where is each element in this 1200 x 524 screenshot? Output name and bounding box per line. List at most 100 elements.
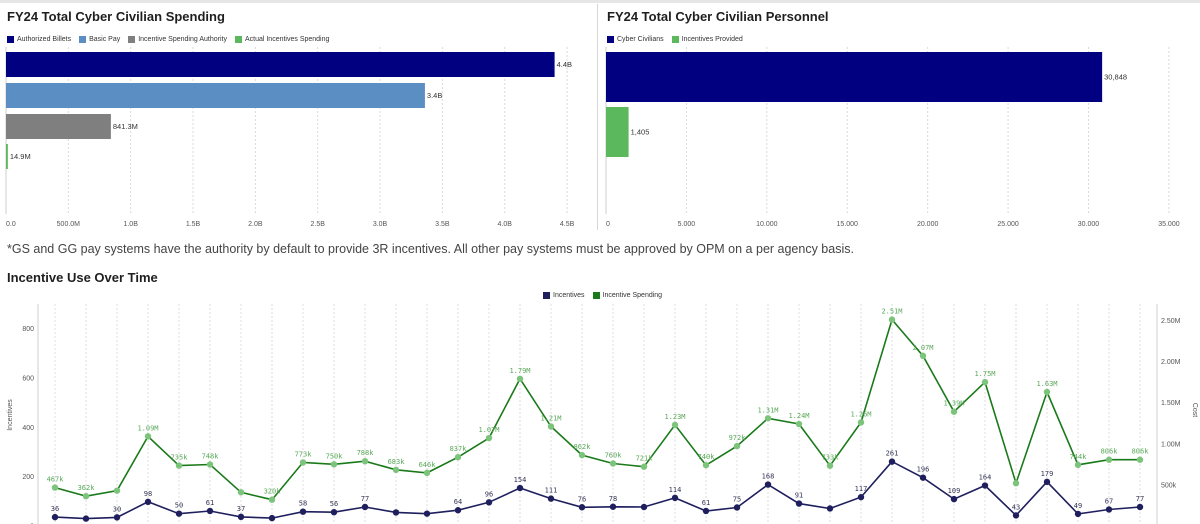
series-point-incentive-spending[interactable] bbox=[609, 460, 617, 467]
series-point-incentives[interactable] bbox=[1043, 478, 1051, 486]
personnel-legend-item-incentives-provided[interactable]: Incentives Provided bbox=[671, 36, 743, 43]
series-point-incentives[interactable] bbox=[237, 513, 245, 521]
series-point-incentive-spending[interactable] bbox=[1012, 480, 1020, 487]
spending-bar-actual-incentives-spending[interactable] bbox=[6, 144, 8, 169]
series-point-incentives[interactable] bbox=[795, 500, 803, 507]
series-point-incentives[interactable] bbox=[857, 493, 865, 501]
series-point-incentives[interactable] bbox=[454, 507, 462, 514]
series-point-incentives[interactable] bbox=[423, 510, 431, 517]
series-point-incentive-spending[interactable] bbox=[981, 378, 989, 386]
series-point-incentives[interactable] bbox=[485, 499, 493, 506]
personnel-bar-incentives-provided[interactable] bbox=[606, 107, 629, 157]
series-data-label-incentive-spending: 972k bbox=[729, 434, 747, 442]
series-point-incentives[interactable] bbox=[578, 504, 586, 511]
series-point-incentive-spending[interactable] bbox=[1074, 461, 1082, 469]
series-point-incentive-spending[interactable] bbox=[1043, 388, 1051, 396]
series-point-incentives[interactable] bbox=[919, 474, 927, 481]
series-point-incentive-spending[interactable] bbox=[392, 466, 400, 474]
cost-y-axis-title: Cost bbox=[1191, 403, 1198, 417]
series-point-incentives[interactable] bbox=[888, 458, 896, 465]
personnel-legend-item-cyber-civilians[interactable]: Cyber Civilians bbox=[607, 36, 664, 43]
series-data-label-incentive-spending: 683k bbox=[388, 458, 406, 466]
series-point-incentive-spending[interactable] bbox=[268, 496, 276, 503]
spending-bar-basic-pay[interactable] bbox=[6, 83, 425, 108]
series-point-incentives[interactable] bbox=[826, 505, 834, 512]
series-data-label-incentive-spending: 1.79M bbox=[509, 367, 530, 375]
incentive-legend-item-incentive-spending[interactable]: Incentive Spending bbox=[592, 292, 662, 299]
series-data-label-incentive-spending: 1.23M bbox=[664, 413, 685, 421]
series-point-incentive-spending[interactable] bbox=[51, 484, 59, 491]
series-point-incentive-spending[interactable] bbox=[919, 352, 927, 359]
series-point-incentives[interactable] bbox=[1105, 506, 1113, 513]
series-point-incentive-spending[interactable] bbox=[361, 458, 369, 465]
spending-legend-item-incentive-spending-authority[interactable]: Incentive Spending Authority bbox=[128, 36, 227, 43]
series-point-incentive-spending[interactable] bbox=[330, 461, 338, 468]
series-point-incentive-spending[interactable] bbox=[144, 433, 152, 440]
personnel-bar-value-label: 1,405 bbox=[631, 128, 650, 137]
personnel-legend-swatch bbox=[607, 36, 614, 43]
spending-bar-authorized-billets[interactable] bbox=[6, 52, 555, 77]
series-point-incentive-spending[interactable] bbox=[702, 461, 710, 469]
series-point-incentive-spending[interactable] bbox=[485, 434, 493, 442]
series-point-incentive-spending[interactable] bbox=[950, 408, 958, 415]
personnel-bar-cyber-civilians[interactable] bbox=[606, 52, 1103, 102]
series-point-incentives[interactable] bbox=[51, 513, 59, 521]
series-point-incentives[interactable] bbox=[981, 482, 989, 489]
personnel-legend-label: Cyber Civilians bbox=[617, 36, 664, 43]
series-point-incentives[interactable] bbox=[299, 508, 307, 515]
incentive-legend-item-incentives[interactable]: Incentives bbox=[543, 292, 585, 299]
series-point-incentives[interactable] bbox=[330, 508, 338, 516]
series-point-incentive-spending[interactable] bbox=[640, 463, 648, 470]
spending-legend-swatch bbox=[79, 36, 87, 43]
series-point-incentives[interactable] bbox=[547, 495, 555, 502]
series-point-incentives[interactable] bbox=[113, 514, 121, 521]
series-point-incentives[interactable] bbox=[609, 503, 617, 510]
series-point-incentive-spending[interactable] bbox=[857, 419, 865, 426]
series-point-incentive-spending[interactable] bbox=[454, 453, 462, 461]
series-point-incentive-spending[interactable] bbox=[826, 462, 834, 469]
series-data-label-incentives: 96 bbox=[485, 490, 493, 498]
series-point-incentives[interactable] bbox=[175, 510, 183, 517]
series-point-incentive-spending[interactable] bbox=[175, 462, 183, 469]
cost-y-tick-label: 2.00M bbox=[1161, 359, 1181, 366]
spending-legend-item-authorized-billets[interactable]: Authorized Billets bbox=[7, 36, 71, 43]
series-point-incentive-spending[interactable] bbox=[547, 423, 555, 430]
series-point-incentives[interactable] bbox=[950, 495, 958, 503]
series-point-incentive-spending[interactable] bbox=[671, 421, 679, 429]
series-point-incentives[interactable] bbox=[671, 494, 679, 502]
series-point-incentive-spending[interactable] bbox=[423, 469, 431, 477]
series-data-label-incentives: 36 bbox=[51, 505, 59, 513]
series-point-incentives[interactable] bbox=[392, 509, 400, 516]
series-point-incentive-spending[interactable] bbox=[113, 487, 121, 494]
spending-bar-incentive-spending-authority[interactable] bbox=[6, 114, 111, 139]
series-point-incentive-spending[interactable] bbox=[206, 461, 214, 468]
series-point-incentives[interactable] bbox=[516, 484, 524, 492]
series-point-incentive-spending[interactable] bbox=[1136, 456, 1144, 463]
series-point-incentives[interactable] bbox=[733, 504, 741, 511]
series-point-incentives[interactable] bbox=[268, 514, 276, 522]
series-point-incentive-spending[interactable] bbox=[888, 316, 896, 323]
series-point-incentives[interactable] bbox=[1012, 512, 1020, 519]
series-point-incentives[interactable] bbox=[361, 503, 369, 511]
series-point-incentive-spending[interactable] bbox=[299, 459, 307, 466]
series-point-incentive-spending[interactable] bbox=[516, 375, 524, 383]
series-point-incentive-spending[interactable] bbox=[733, 442, 741, 450]
series-point-incentives[interactable] bbox=[640, 503, 648, 511]
spending-legend-item-basic-pay[interactable]: Basic Pay bbox=[79, 36, 120, 43]
series-point-incentives[interactable] bbox=[702, 507, 710, 515]
series-point-incentive-spending[interactable] bbox=[795, 420, 803, 428]
series-point-incentives[interactable] bbox=[144, 498, 152, 506]
series-point-incentives[interactable] bbox=[206, 507, 214, 515]
series-data-label-incentive-spending: 748k bbox=[202, 452, 220, 460]
series-point-incentives[interactable] bbox=[1136, 503, 1144, 511]
series-point-incentives[interactable] bbox=[764, 481, 772, 488]
series-point-incentives[interactable] bbox=[82, 515, 90, 522]
spending-legend-item-actual-incentives-spending[interactable]: Actual Incentives Spending bbox=[234, 36, 329, 43]
series-data-label-incentives: 64 bbox=[454, 498, 462, 506]
series-point-incentive-spending[interactable] bbox=[578, 451, 586, 459]
series-point-incentives[interactable] bbox=[1074, 510, 1082, 518]
series-point-incentive-spending[interactable] bbox=[764, 415, 772, 422]
series-point-incentive-spending[interactable] bbox=[82, 493, 90, 500]
series-point-incentive-spending[interactable] bbox=[1105, 456, 1113, 463]
series-point-incentive-spending[interactable] bbox=[237, 489, 245, 496]
